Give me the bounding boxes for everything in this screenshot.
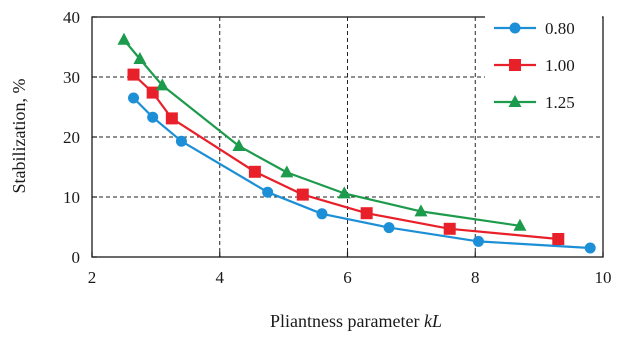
legend-marker (509, 22, 521, 34)
data-point (175, 135, 187, 147)
data-point (127, 68, 140, 81)
data-point (360, 207, 373, 220)
data-point (147, 111, 159, 123)
data-point (248, 165, 261, 178)
legend-marker (509, 59, 521, 71)
y-axis-title: Stabilization, % (9, 79, 29, 194)
data-point (472, 235, 484, 247)
series-group (117, 32, 596, 254)
data-point (584, 242, 596, 254)
data-point (552, 233, 565, 245)
y-tick-label: 30 (63, 68, 80, 87)
data-point (155, 78, 169, 91)
y-tick-label: 0 (72, 248, 81, 267)
x-axis-title-variable: kL (424, 311, 442, 331)
data-point (296, 188, 309, 201)
data-point (443, 222, 456, 235)
data-point (128, 92, 140, 104)
legend-label: 1.00 (545, 56, 575, 75)
data-point (232, 139, 246, 151)
axes: 2 4 6 8 10 0 10 20 30 40 (63, 8, 612, 287)
legend: 0.80 1.00 1.25 (485, 12, 602, 122)
x-tick-label: 4 (216, 268, 225, 287)
data-point (383, 222, 395, 234)
series-line (123, 39, 521, 227)
data-point (280, 165, 294, 178)
x-tick-label: 10 (595, 268, 612, 287)
data-point (337, 186, 351, 199)
x-axis-title: Pliantness parameter kL (270, 311, 442, 331)
series-2 (117, 32, 527, 231)
legend-marker (508, 95, 522, 107)
data-point (146, 86, 159, 99)
series-line (132, 97, 591, 250)
series-0 (128, 92, 596, 254)
x-axis-title-text: Pliantness parameter (270, 311, 424, 331)
data-point (165, 112, 178, 125)
legend-item-1: 1.00 (494, 56, 575, 75)
y-tick-label: 10 (63, 188, 80, 207)
x-tick-label: 2 (88, 268, 97, 287)
legend-item-2: 1.25 (494, 93, 575, 112)
legend-item-0: 0.80 (494, 19, 575, 38)
x-tick-label: 6 (343, 268, 352, 287)
legend-label: 0.80 (545, 19, 575, 38)
series-1 (127, 68, 565, 245)
data-point (117, 32, 131, 45)
x-tick-label: 8 (471, 268, 480, 287)
y-tick-label: 40 (63, 8, 80, 27)
data-point (414, 204, 428, 217)
data-point (133, 52, 147, 64)
data-point (316, 208, 328, 220)
y-tick-label: 20 (63, 128, 80, 147)
data-point (513, 218, 527, 231)
data-point (262, 186, 274, 198)
legend-background (485, 12, 602, 122)
legend-label: 1.25 (545, 93, 575, 112)
